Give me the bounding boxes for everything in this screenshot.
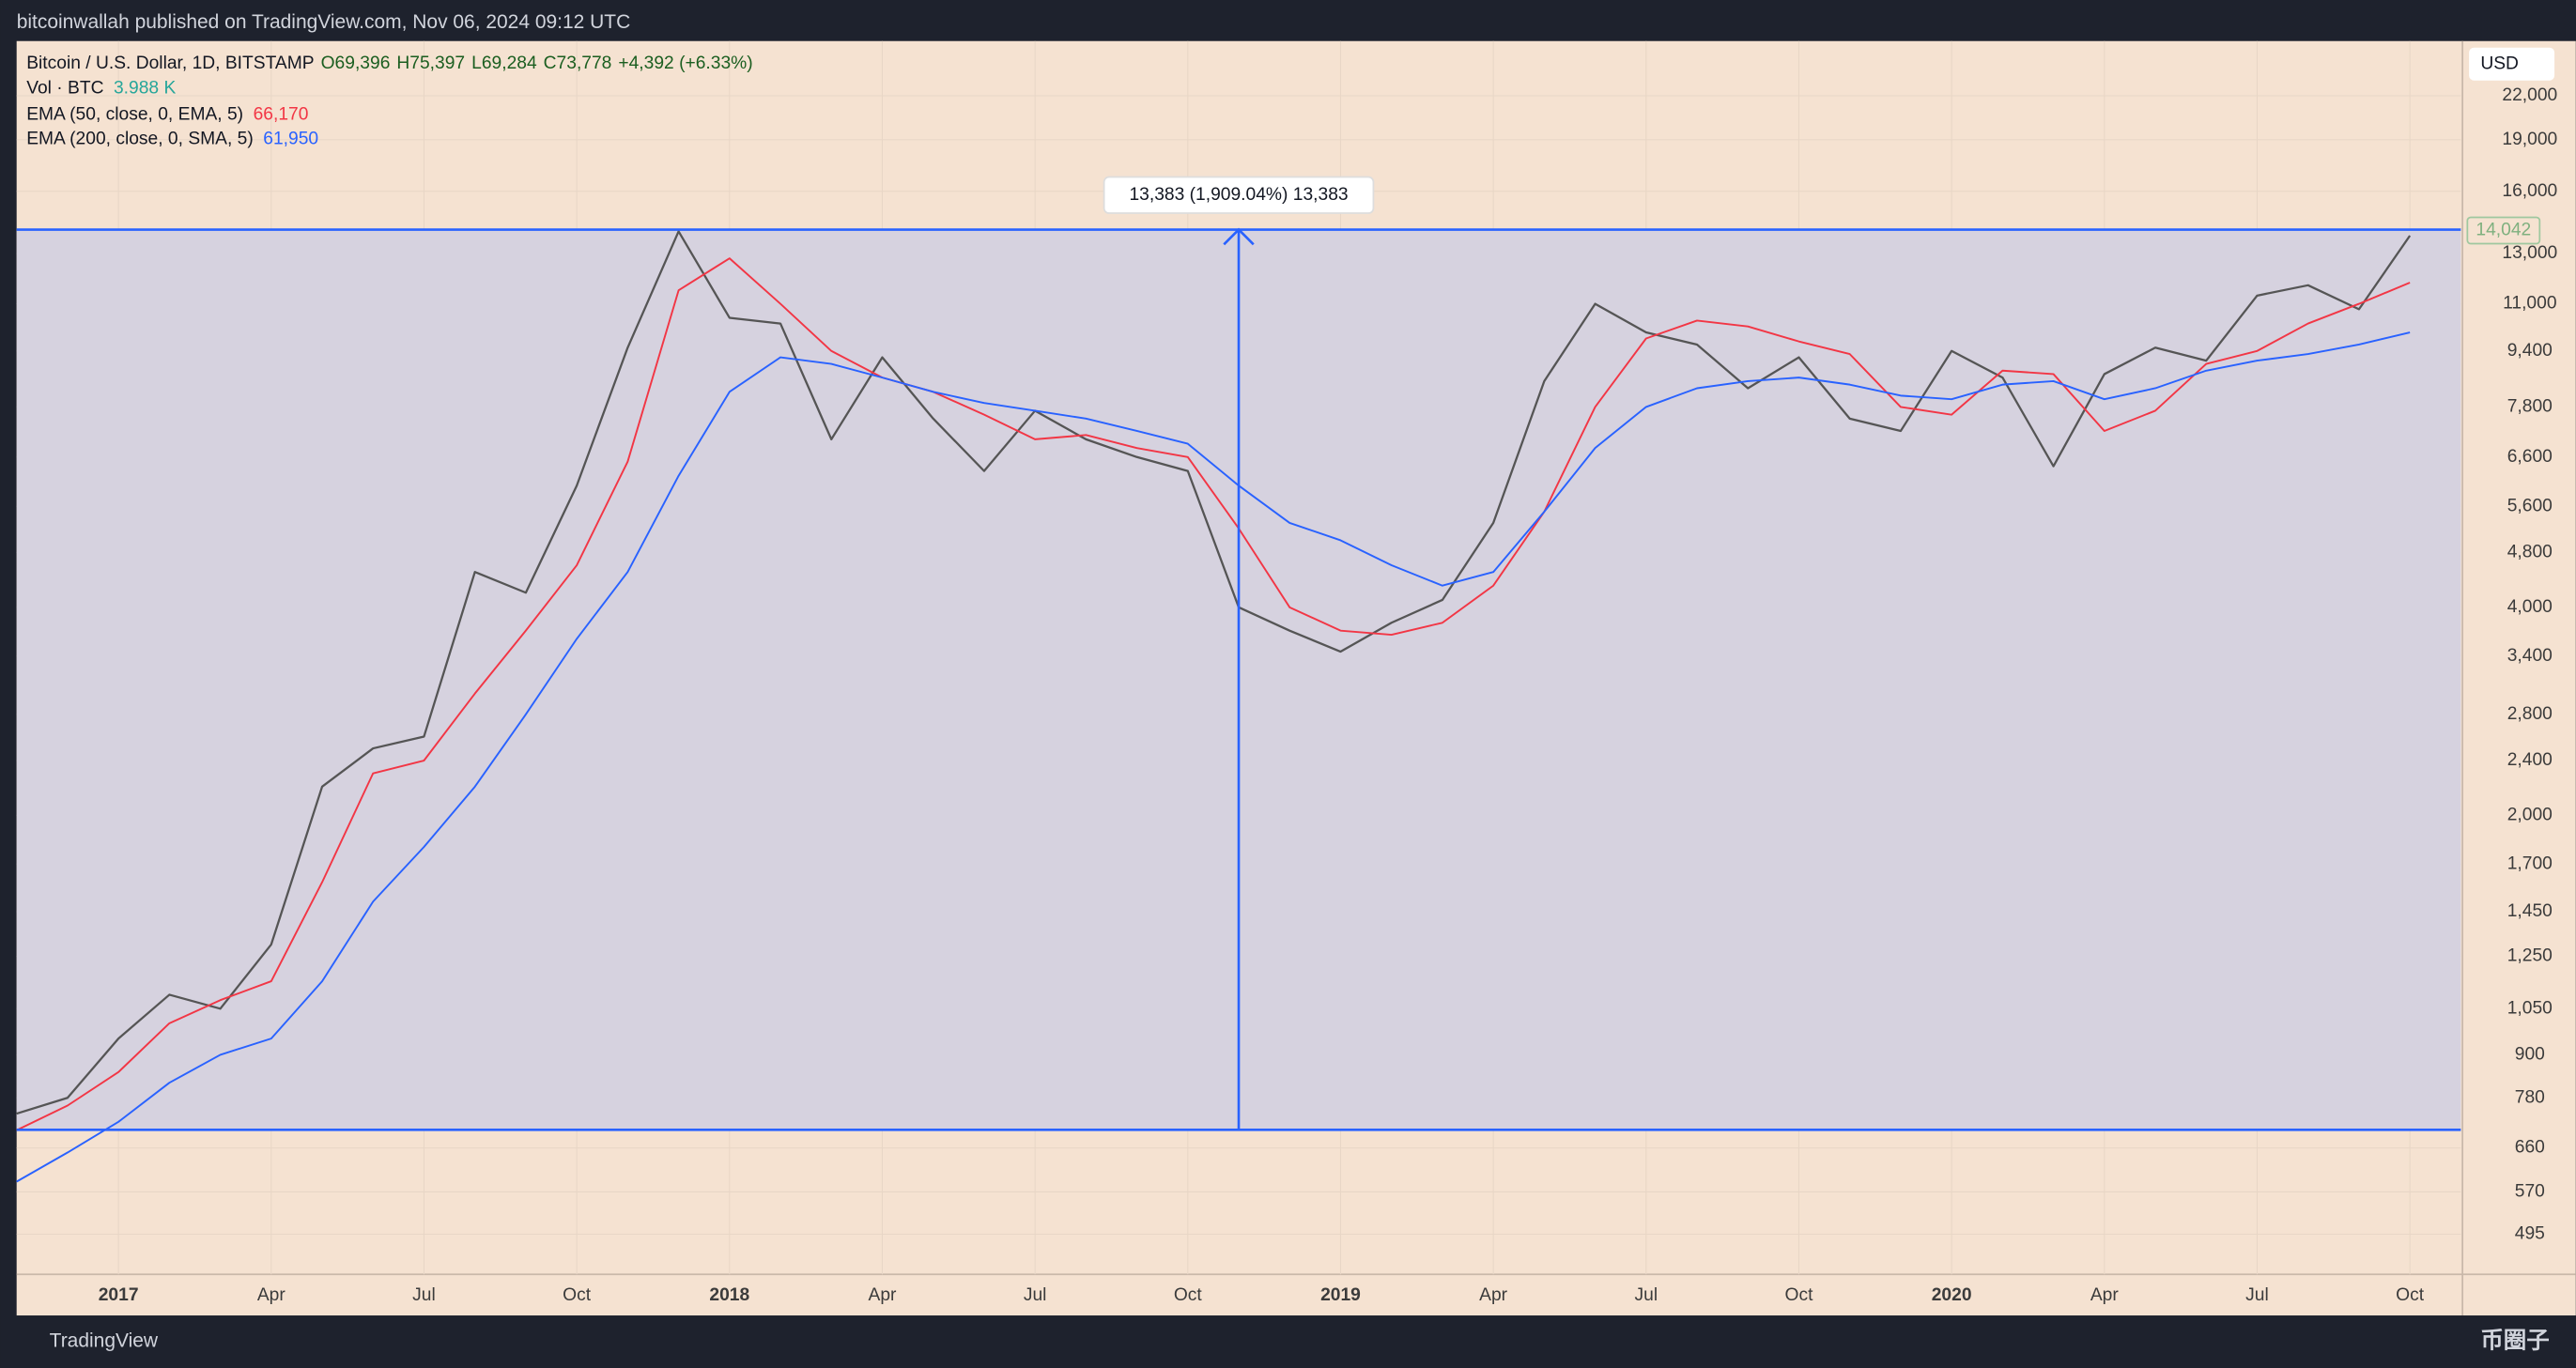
x-tick-label: Jul <box>2245 1285 2269 1305</box>
y-tick-label: 495 <box>2515 1224 2545 1244</box>
unit-box <box>2469 47 2555 81</box>
y-tick-label: 9,400 <box>2507 341 2553 361</box>
legend-value: 61,950 <box>263 130 318 149</box>
y-tick-label: 4,800 <box>2507 543 2553 562</box>
y-tick-label: 780 <box>2515 1087 2545 1107</box>
y-tick-label: 19,000 <box>2502 130 2557 149</box>
arrow-head <box>1223 227 1255 246</box>
x-tick-label: Jul <box>1024 1285 1047 1305</box>
legend-ema200: EMA (200, close, 0, SMA, 5) 61,950 <box>26 130 318 149</box>
y-tick-label: 3,400 <box>2507 646 2553 666</box>
x-tick-label: 2020 <box>1932 1285 1972 1305</box>
legend-value: 66,170 <box>254 105 309 125</box>
y-tick-label: 2,400 <box>2507 750 2553 770</box>
legend-value: C73,778 <box>544 54 612 73</box>
brand: TradingView <box>50 1330 159 1352</box>
y-tick-label: 1,450 <box>2507 901 2553 921</box>
legend-value: H75,397 <box>396 54 465 73</box>
legend-volume: Vol · BTC 3.988 K <box>26 79 176 99</box>
y-tick-label: 2,800 <box>2507 704 2553 724</box>
x-tick-label: Apr <box>2090 1285 2120 1305</box>
x-tick-label: 2019 <box>1320 1285 1361 1305</box>
publisher: bitcoinwallah published on TradingView.c… <box>17 11 631 33</box>
y-tick-label: 22,000 <box>2502 85 2557 105</box>
y-tick-label: 16,000 <box>2502 181 2557 201</box>
last-price-box <box>2466 216 2541 245</box>
y-tick-label: 6,600 <box>2507 447 2553 467</box>
y-tick-label: 7,800 <box>2507 396 2553 416</box>
watermark: 币圈子 <box>2480 1327 2549 1353</box>
legend-value: +4,392 (+6.33%) <box>618 54 752 73</box>
legend-value: L69,284 <box>471 54 537 73</box>
legend-main: Bitcoin / U.S. Dollar, 1D, BITSTAMP O69,3… <box>26 54 752 73</box>
y-tick-label: 11,000 <box>2503 294 2556 314</box>
x-tick-label: Apr <box>869 1285 898 1305</box>
x-tick-label: 2017 <box>99 1285 139 1305</box>
y-tick-label: 4,000 <box>2507 597 2553 617</box>
price-line <box>16 230 2412 1115</box>
y-tick-label: 570 <box>2515 1182 2545 1202</box>
x-tick-label: Oct <box>2396 1285 2425 1305</box>
legend-name: Vol · BTC <box>26 79 103 99</box>
last-price-label: 14,042 <box>2476 221 2531 240</box>
range-label: 13,383 (1,909.04%) 13,383 <box>1129 185 1348 205</box>
range-label-box <box>1103 176 1375 214</box>
x-tick-label: Jul <box>412 1285 436 1305</box>
y-tick-label: 5,600 <box>2507 496 2553 515</box>
legend-ema50: EMA (50, close, 0, EMA, 5) 66,170 <box>26 105 308 125</box>
legend-value: 3.988 K <box>114 79 176 99</box>
axis-unit: USD <box>2480 54 2519 73</box>
y-tick-label: 900 <box>2515 1045 2545 1065</box>
y-tick-label: 1,050 <box>2507 998 2553 1018</box>
x-tick-label: Jul <box>1635 1285 1658 1305</box>
x-tick-label: Apr <box>257 1285 286 1305</box>
legend-name: EMA (50, close, 0, EMA, 5) <box>26 105 243 125</box>
x-tick-label: Oct <box>1785 1285 1814 1305</box>
legend-name: Bitcoin / U.S. Dollar, 1D, BITSTAMP <box>26 54 314 73</box>
y-tick-label: 2,000 <box>2507 805 2553 824</box>
x-tick-label: Apr <box>1479 1285 1508 1305</box>
ema-line <box>16 331 2411 1183</box>
x-tick-label: Oct <box>1174 1285 1203 1305</box>
x-tick-label: Oct <box>563 1285 592 1305</box>
y-tick-label: 660 <box>2515 1138 2545 1158</box>
y-tick-label: 1,700 <box>2507 853 2553 873</box>
y-tick-label: 1,250 <box>2507 946 2553 966</box>
x-tick-label: 2018 <box>709 1285 749 1305</box>
y-tick-label: 13,000 <box>2502 243 2557 263</box>
legend-value: O69,396 <box>321 54 391 73</box>
ema-line <box>16 257 2411 1131</box>
legend-name: EMA (200, close, 0, SMA, 5) <box>26 130 254 149</box>
